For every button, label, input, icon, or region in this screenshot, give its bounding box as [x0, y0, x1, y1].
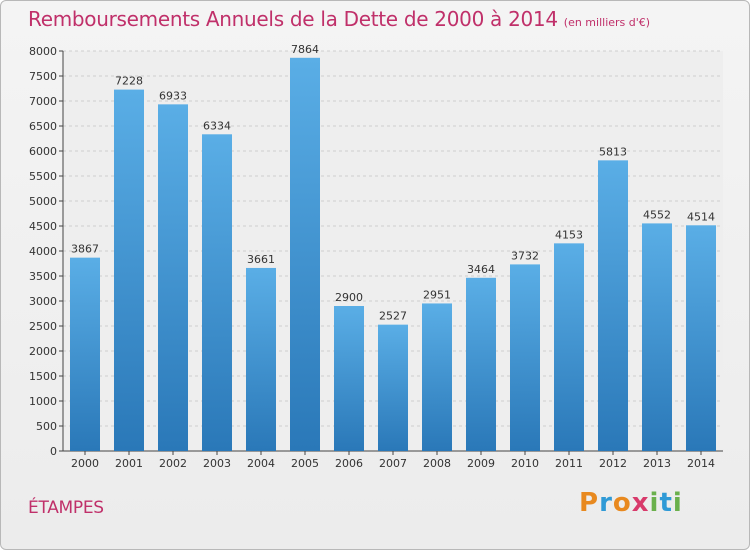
bar-2005[interactable]: [290, 57, 320, 452]
y-tick-label: 4500: [29, 220, 57, 233]
y-tick-label: 1000: [29, 395, 57, 408]
x-tick-label: 2012: [599, 457, 627, 470]
logo-letter: i: [672, 488, 683, 518]
chart-subtitle: (en milliers d'€): [563, 16, 651, 29]
x-tick-label: 2005: [291, 457, 319, 470]
y-tick-label: 2000: [29, 345, 57, 358]
bar-value-label: 6334: [203, 119, 231, 132]
bar-2009[interactable]: [466, 277, 496, 451]
x-tick-label: 2009: [467, 457, 495, 470]
bar-2012[interactable]: [598, 160, 628, 451]
bar-2003[interactable]: [202, 134, 232, 452]
bar-value-label: 7228: [115, 75, 143, 88]
logo-letter: x: [631, 488, 650, 518]
logo-letter: i: [649, 488, 660, 518]
y-tick-label: 1500: [29, 370, 57, 383]
x-tick-label: 2002: [159, 457, 187, 470]
y-tick-label: 3500: [29, 270, 57, 283]
bar-2011[interactable]: [554, 243, 584, 451]
bar-value-label: 4514: [687, 210, 715, 223]
x-tick-label: 2013: [643, 457, 671, 470]
bar-2002[interactable]: [158, 104, 188, 451]
bar-value-label: 2951: [423, 288, 451, 301]
bar-value-label: 2900: [335, 291, 363, 304]
logo-letter: t: [659, 488, 673, 518]
bar-value-label: 7864: [291, 43, 319, 56]
bar-2014[interactable]: [686, 225, 716, 451]
x-tick-label: 2008: [423, 457, 451, 470]
bar-value-label: 6933: [159, 89, 187, 102]
x-tick-label: 2003: [203, 457, 231, 470]
y-tick-label: 3000: [29, 295, 57, 308]
y-tick-label: 6000: [29, 145, 57, 158]
y-tick-label: 8000: [29, 45, 57, 58]
logo-letter: o: [612, 488, 632, 518]
bar-value-label: 2527: [379, 310, 407, 323]
bar-value-label: 3867: [71, 243, 99, 256]
x-tick-label: 2011: [555, 457, 583, 470]
y-tick-label: 6500: [29, 120, 57, 133]
bar-2006[interactable]: [334, 306, 364, 451]
proxiti-logo: Proxiti: [579, 488, 683, 518]
chart-title-text: Remboursements Annuels de la Dette de 20…: [28, 7, 558, 31]
city-label: ÉTAMPES: [28, 498, 104, 518]
y-tick-label: 7000: [29, 95, 57, 108]
x-tick-label: 2007: [379, 457, 407, 470]
bar-2000[interactable]: [70, 257, 100, 451]
bar-value-label: 3464: [467, 263, 495, 276]
y-tick-label: 2500: [29, 320, 57, 333]
bar-2013[interactable]: [642, 223, 672, 451]
bar-value-label: 5813: [599, 145, 627, 158]
y-tick-label: 0: [50, 445, 57, 458]
bar-2001[interactable]: [114, 89, 144, 451]
x-tick-label: 2010: [511, 457, 539, 470]
bar-value-label: 4153: [555, 228, 583, 241]
y-tick-label: 5000: [29, 195, 57, 208]
bar-2008[interactable]: [422, 303, 452, 451]
y-tick-label: 500: [36, 420, 57, 433]
y-tick-label: 7500: [29, 70, 57, 83]
bar-2004[interactable]: [246, 267, 276, 451]
y-tick-label: 4000: [29, 245, 57, 258]
logo-letter: P: [579, 488, 600, 518]
x-tick-label: 2006: [335, 457, 363, 470]
y-tick-label: 5500: [29, 170, 57, 183]
bar-2010[interactable]: [510, 264, 540, 451]
chart-title: Remboursements Annuels de la Dette de 20…: [28, 7, 650, 31]
logo-letter: r: [599, 488, 613, 518]
x-tick-label: 2000: [71, 457, 99, 470]
x-tick-label: 2014: [687, 457, 715, 470]
bar-value-label: 3732: [511, 249, 539, 262]
x-tick-label: 2004: [247, 457, 275, 470]
bar-value-label: 3661: [247, 253, 275, 266]
bar-2007[interactable]: [378, 324, 408, 451]
bar-value-label: 4552: [643, 208, 671, 221]
x-tick-label: 2001: [115, 457, 143, 470]
